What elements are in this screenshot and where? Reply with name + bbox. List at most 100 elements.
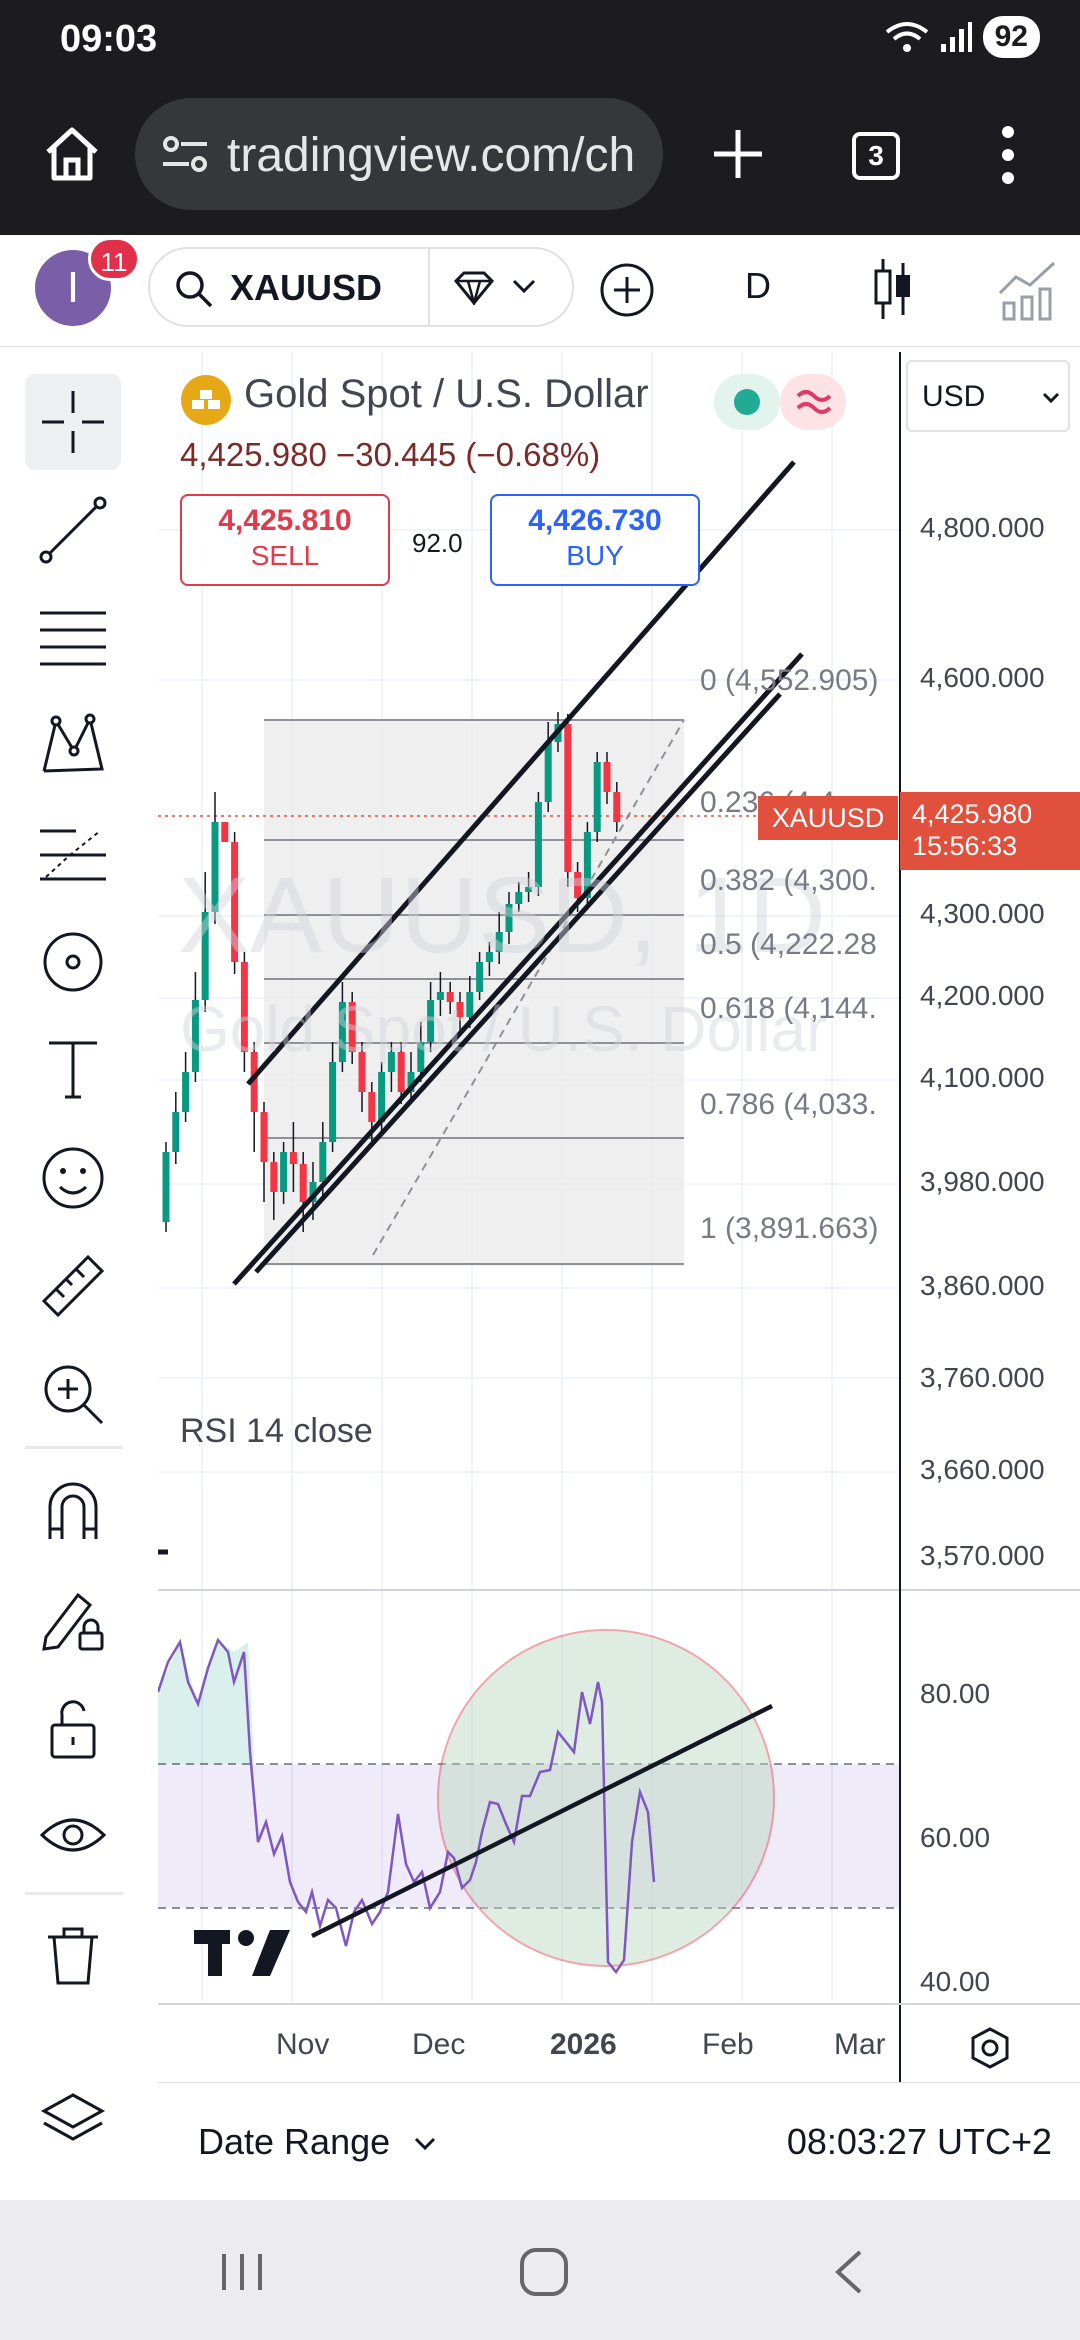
- hide-drawings-tool[interactable]: [25, 1788, 121, 1884]
- drawing-toolbar: [0, 352, 148, 2202]
- trendline-tool[interactable]: [25, 482, 121, 578]
- toolbar-divider: [25, 1446, 123, 1449]
- compare-add-icon[interactable]: [598, 261, 656, 319]
- candle-body: [260, 1112, 268, 1162]
- candle-body: [495, 932, 503, 952]
- projection-tool[interactable]: [25, 806, 121, 902]
- last-price-tag: 4,425.980 15:56:33: [900, 792, 1080, 870]
- chart-settings-icon[interactable]: [968, 2026, 1012, 2070]
- time-label: Mar: [834, 2028, 886, 2061]
- candle-body: [427, 1000, 435, 1042]
- candle-body: [603, 762, 611, 792]
- timezone-clock[interactable]: 08:03:27 UTC+2: [786, 2121, 1052, 2162]
- notification-badge: 11: [88, 237, 140, 281]
- candlestick-type-icon[interactable]: [870, 257, 916, 321]
- candle-body: [270, 1162, 278, 1192]
- zoom-tool[interactable]: [25, 1346, 121, 1442]
- lock-drawings-tool[interactable]: [25, 1572, 121, 1668]
- candle-body: [309, 1182, 317, 1202]
- candle-body: [221, 822, 229, 842]
- rsi-trendline[interactable]: [310, 1703, 774, 1939]
- trash-icon: [48, 1927, 98, 1985]
- chart-footer: Date Range 08:03:27 UTC+2: [158, 2082, 1080, 2194]
- candle-body: [387, 1052, 395, 1072]
- forecast-icon: [40, 829, 106, 881]
- time-label: 2026: [550, 2028, 617, 2061]
- candle-body: [182, 1072, 190, 1112]
- chevron-down-icon: [1042, 392, 1060, 404]
- candle-body: [466, 992, 474, 1017]
- price-label: 3,760.000: [920, 1362, 1045, 1393]
- home-button-icon[interactable]: [518, 2246, 570, 2298]
- candle-body: [485, 952, 493, 962]
- magnet-tool[interactable]: [25, 1464, 121, 1560]
- text-tool[interactable]: [25, 1022, 121, 1118]
- diamond-icon[interactable]: [452, 271, 496, 305]
- rsi-circle-drawing[interactable]: [437, 1629, 775, 1967]
- chart-canvas[interactable]: [158, 352, 1080, 2082]
- name-watermark: Gold Spot / U.S. Dollar: [180, 993, 828, 1065]
- object-tree-tool[interactable]: [25, 2072, 121, 2168]
- home-icon[interactable]: [40, 122, 104, 186]
- candle-body: [299, 1164, 307, 1202]
- layers-icon: [40, 2093, 106, 2141]
- candle-body: [329, 1062, 337, 1142]
- price-label: 4,200.000: [920, 980, 1045, 1011]
- chevron-down-icon: [415, 2138, 436, 2151]
- candle-body: [162, 1152, 170, 1222]
- rsi-axis-label: 40.00: [920, 1966, 991, 1997]
- pattern-tool[interactable]: [25, 698, 121, 794]
- candle-body: [544, 742, 552, 802]
- candle-body: [358, 1052, 366, 1092]
- recent-apps-icon[interactable]: [218, 2250, 266, 2294]
- market-status-icons[interactable]: [714, 374, 846, 430]
- candle-body: [397, 1052, 405, 1092]
- remove-drawings-tool[interactable]: [25, 1908, 121, 2004]
- trend-channel[interactable]: [158, 460, 804, 1555]
- rsi-overbought-fill: [158, 1640, 254, 1764]
- rsi-axis-label: 60.00: [920, 1822, 991, 1853]
- indicators-icon[interactable]: [998, 259, 1060, 321]
- candle-body: [446, 992, 454, 1002]
- candle-body: [231, 842, 239, 962]
- ruler-icon: [41, 1254, 105, 1318]
- tab-switcher-button[interactable]: 3: [852, 132, 900, 180]
- buy-button[interactable]: 4,426.730 BUY: [490, 494, 700, 586]
- rsi-line: [158, 1637, 656, 1975]
- chevron-down-icon[interactable]: [512, 279, 536, 295]
- date-range-button[interactable]: Date Range: [198, 2121, 436, 2163]
- candle-body: [593, 762, 601, 832]
- candle-body: [613, 792, 621, 822]
- smiley-icon: [42, 1147, 104, 1209]
- candle-body: [505, 904, 513, 932]
- currency-select[interactable]: USD: [906, 360, 1070, 432]
- circle-brush-icon: [43, 932, 103, 992]
- last-price-value: 4,425.980: [912, 799, 1033, 829]
- icon-tool[interactable]: [25, 1130, 121, 1226]
- back-icon[interactable]: [830, 2248, 866, 2296]
- rsi-label[interactable]: RSI 14 close: [180, 1412, 373, 1450]
- symbol-search[interactable]: XAUUSD: [148, 247, 574, 327]
- address-bar[interactable]: tradingview.com/ch: [135, 98, 663, 210]
- eye-icon: [39, 1818, 107, 1852]
- price-label: 4,800.000: [920, 512, 1045, 543]
- more-menu-icon[interactable]: [998, 124, 1018, 186]
- fib-trend-line: [372, 719, 685, 1256]
- shapes-tool[interactable]: [25, 914, 121, 1010]
- crosshair-tool[interactable]: [25, 374, 121, 470]
- new-tab-icon[interactable]: [710, 126, 766, 182]
- rsi-axis-label: 80.00: [920, 1678, 991, 1709]
- sell-button[interactable]: 4,425.810 SELL: [180, 494, 390, 586]
- fib-retracement-tool[interactable]: [25, 590, 121, 686]
- site-settings-icon[interactable]: [161, 132, 209, 178]
- interval-button[interactable]: D: [745, 265, 771, 306]
- measure-tool[interactable]: [25, 1238, 121, 1334]
- candle-body: [476, 962, 484, 992]
- series-title[interactable]: Gold Spot / U.S. Dollar: [244, 372, 649, 416]
- lock-all-tool[interactable]: [25, 1680, 121, 1776]
- candle-body: [407, 1072, 415, 1092]
- tradingview-logo: [194, 1930, 290, 1976]
- price-label: 3,570.000: [920, 1540, 1045, 1571]
- fib-lines-icon: [40, 611, 106, 666]
- chart-area[interactable]: XAUUSD, 1D Gold Spot / U.S. Dollar Gold …: [158, 352, 1080, 2082]
